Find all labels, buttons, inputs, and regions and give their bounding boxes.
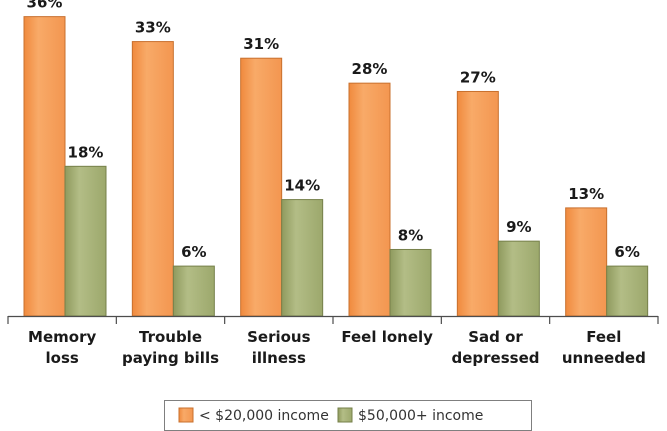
- category-label-5: Feel unneeded: [562, 328, 646, 367]
- bar-low-income-0: [23, 16, 66, 317]
- data-label-high-income-4: 9%: [506, 218, 531, 236]
- category-label-2: Serious illness: [247, 328, 310, 367]
- category-label-3: Feel lonely: [341, 328, 433, 346]
- bar-low-income-5: [565, 207, 608, 317]
- bar-high-income-2: [281, 199, 324, 317]
- bar-high-income-4: [497, 240, 540, 317]
- category-label-1: Trouble paying bills: [122, 328, 219, 367]
- data-label-high-income-0: 18%: [68, 143, 104, 161]
- legend-label-low-income: < $20,000 income: [199, 408, 329, 424]
- bar-low-income-4: [456, 90, 499, 317]
- bar-low-income-2: [240, 57, 283, 317]
- bar-high-income-0: [64, 165, 107, 317]
- data-label-low-income-1: 33%: [135, 19, 171, 37]
- data-label-high-income-2: 14%: [284, 177, 320, 195]
- bar-low-income-1: [131, 41, 174, 317]
- bars-group: [23, 16, 649, 317]
- x-axis: [7, 315, 659, 324]
- legend-swatch-low-income: [178, 407, 194, 423]
- data-labels-group: 36% 33% 31% 28% 27% 13% 18% 6% 14% 8% 9% 6%: [27, 0, 640, 261]
- legend-swatch-high-income: [337, 407, 353, 423]
- bar-low-income-3: [348, 82, 391, 317]
- data-label-low-income-2: 31%: [243, 35, 279, 53]
- category-labels-group: Memory loss Trouble paying bills Serious illn…: [28, 328, 646, 367]
- category-label-0: Memory loss: [28, 328, 96, 367]
- legend-label-high-income: $50,000+ income: [358, 408, 483, 424]
- bar-high-income-1: [172, 265, 215, 317]
- legend: < $20,000 income $50,000+ income: [164, 400, 532, 431]
- bar-high-income-5: [606, 265, 649, 317]
- data-label-low-income-3: 28%: [352, 60, 388, 78]
- data-label-high-income-3: 8%: [398, 226, 423, 244]
- bar-high-income-3: [389, 248, 432, 317]
- data-label-high-income-5: 6%: [614, 243, 639, 261]
- data-label-low-income-5: 13%: [568, 185, 604, 203]
- data-label-low-income-0: 36%: [27, 0, 63, 12]
- data-label-high-income-1: 6%: [181, 243, 206, 261]
- category-label-4: Sad or depressed: [452, 328, 540, 367]
- data-label-low-income-4: 27%: [460, 68, 496, 86]
